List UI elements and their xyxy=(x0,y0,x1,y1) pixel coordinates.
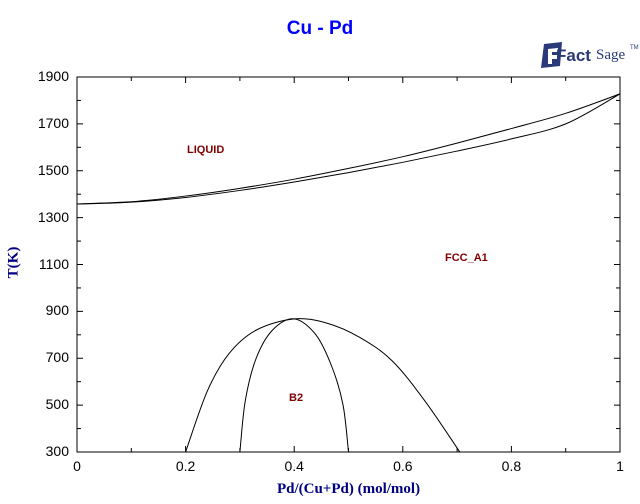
solidus-curve xyxy=(76,93,621,205)
chart-title: Cu - Pd xyxy=(286,18,354,39)
liquidus-curve xyxy=(76,93,621,205)
y-tick-label: 500 xyxy=(45,396,69,413)
y-axis-label: T(K) xyxy=(5,246,22,279)
logo-fact-text: Fact xyxy=(556,46,591,65)
y-tick-label: 300 xyxy=(45,443,69,459)
x-tick-label: 0 xyxy=(73,458,81,474)
y-tick-label: 900 xyxy=(45,302,69,319)
y-tick-label: 1300 xyxy=(37,208,69,225)
x-tick-label: 1 xyxy=(616,458,624,474)
phase-boundaries xyxy=(76,93,621,453)
b2-outer-boundary-curve xyxy=(185,318,461,453)
region-label-fcc: FCC_A1 xyxy=(445,252,488,264)
x-tick-label: 0.6 xyxy=(393,458,413,474)
x-tick-label: 0.8 xyxy=(501,458,522,474)
logo-sage-text: Sage xyxy=(596,47,626,63)
y-tick-label: 1700 xyxy=(37,114,69,131)
x-axis-label: Pd/(Cu+Pd) (mol/mol) xyxy=(276,481,421,497)
x-tick-label: 0.2 xyxy=(175,458,196,474)
axis-ticks xyxy=(76,76,621,453)
y-tick-label: 700 xyxy=(45,349,69,366)
factsage-logo: Fact Sage TM xyxy=(538,40,639,76)
b2-inner-boundary-curve xyxy=(239,318,349,453)
region-label-liquid: LIQUID xyxy=(187,144,225,156)
plot-frame xyxy=(76,76,621,453)
y-tick-label: 1500 xyxy=(37,161,69,178)
y-tick-label: 1900 xyxy=(37,68,69,84)
factsage-logo-icon xyxy=(541,42,562,68)
x-tick-label: 0.4 xyxy=(284,458,304,474)
region-label-b2: B2 xyxy=(289,392,304,404)
logo-tm-text: TM xyxy=(630,45,639,51)
y-tick-label: 1100 xyxy=(38,255,69,272)
